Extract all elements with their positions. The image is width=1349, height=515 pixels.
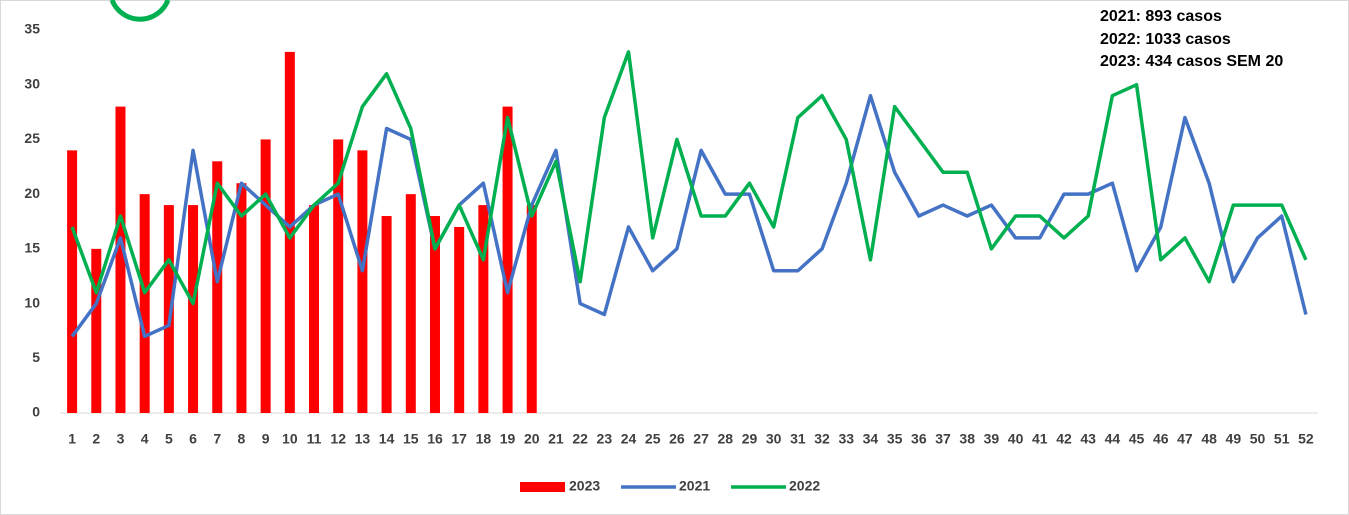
bar xyxy=(405,194,416,413)
x-tick-label: 35 xyxy=(887,431,903,447)
x-tick-label: 3 xyxy=(117,431,125,447)
bar xyxy=(309,205,320,413)
x-tick-label: 24 xyxy=(621,431,637,447)
x-tick-label: 45 xyxy=(1129,431,1145,447)
y-tick-label: 20 xyxy=(24,185,40,201)
decoration xyxy=(109,0,171,22)
x-tick-label: 26 xyxy=(669,431,685,447)
line xyxy=(70,50,1308,306)
x-tick-label: 5 xyxy=(165,431,173,447)
bar xyxy=(526,205,537,413)
x-tick-label: 47 xyxy=(1177,431,1193,447)
x-tick-label: 23 xyxy=(597,431,613,447)
x-tick-label: 29 xyxy=(742,431,758,447)
x-tick-label: 6 xyxy=(189,431,197,447)
x-tick-label: 8 xyxy=(238,431,246,447)
x-tick-label: 17 xyxy=(451,431,467,447)
legend-label: 2021 xyxy=(679,478,710,494)
x-tick-label: 33 xyxy=(838,431,854,447)
annotation: 2022: 1033 casos xyxy=(1100,31,1231,48)
bar xyxy=(188,205,199,413)
x-tick-label: 9 xyxy=(262,431,270,447)
bar xyxy=(429,216,440,413)
bar xyxy=(67,150,78,413)
x-tick-label: 34 xyxy=(863,431,879,447)
x-tick-label: 11 xyxy=(307,431,322,447)
x-tick-label: 32 xyxy=(814,431,830,447)
y-tick-label: 30 xyxy=(24,75,40,91)
x-tick-label: 14 xyxy=(379,431,395,447)
bar xyxy=(502,106,513,413)
x-tick-label: 22 xyxy=(572,431,588,447)
x-tick-label: 52 xyxy=(1298,431,1314,447)
x-tick-label: 48 xyxy=(1201,431,1217,447)
x-tick-label: 42 xyxy=(1056,431,1072,447)
bar xyxy=(91,248,102,413)
x-tick-label: 7 xyxy=(213,431,221,447)
bar xyxy=(236,183,247,413)
x-tick-label: 20 xyxy=(524,431,540,447)
x-tick-label: 25 xyxy=(645,431,661,447)
y-tick-label: 0 xyxy=(32,404,40,420)
bar xyxy=(212,161,223,413)
bar xyxy=(478,205,489,413)
y-tick-label: 35 xyxy=(24,21,40,37)
bar xyxy=(381,216,392,413)
x-tick-label: 41 xyxy=(1032,431,1048,447)
x-tick-label: 12 xyxy=(330,431,346,447)
x-tick-label: 18 xyxy=(476,431,492,447)
bar xyxy=(115,106,126,413)
x-tick-label: 50 xyxy=(1250,431,1266,447)
bar xyxy=(139,194,150,413)
y-tick-label: 15 xyxy=(24,240,40,256)
x-tick-label: 16 xyxy=(427,431,443,447)
annotation: 2023: 434 casos SEM 20 xyxy=(1100,53,1283,70)
x-tick-label: 13 xyxy=(355,431,371,447)
x-tick-label: 1 xyxy=(68,431,76,447)
bar xyxy=(163,205,174,413)
x-tick-label: 10 xyxy=(282,431,298,447)
bar xyxy=(284,51,295,414)
legend-label: 2023 xyxy=(569,478,600,494)
bar xyxy=(357,150,368,413)
x-tick-label: 40 xyxy=(1008,431,1024,447)
x-tick-label: 19 xyxy=(500,431,516,447)
x-tick-label: 43 xyxy=(1080,431,1096,447)
x-tick-label: 30 xyxy=(766,431,782,447)
annotation: 2021: 893 casos xyxy=(1100,8,1222,25)
x-tick-label: 36 xyxy=(911,431,927,447)
x-tick-label: 2 xyxy=(92,431,100,447)
x-tick-label: 21 xyxy=(548,431,564,447)
y-tick-label: 10 xyxy=(24,294,40,310)
x-tick-label: 15 xyxy=(403,431,419,447)
x-tick-label: 49 xyxy=(1226,431,1242,447)
legend-swatch xyxy=(520,482,565,492)
x-tick-label: 27 xyxy=(693,431,709,447)
x-tick-label: 51 xyxy=(1274,431,1290,447)
x-tick-label: 44 xyxy=(1105,431,1121,447)
bar xyxy=(333,139,344,413)
legend-label: 2022 xyxy=(789,478,820,494)
y-tick-label: 5 xyxy=(32,349,40,365)
y-tick-label: 25 xyxy=(24,130,40,146)
x-tick-label: 37 xyxy=(935,431,951,447)
bar xyxy=(454,226,465,413)
x-tick-label: 38 xyxy=(959,431,975,447)
x-tick-label: 31 xyxy=(790,431,806,447)
x-tick-label: 39 xyxy=(984,431,1000,447)
x-tick-label: 28 xyxy=(717,431,733,447)
x-tick-label: 4 xyxy=(141,431,149,447)
bar xyxy=(260,139,271,413)
x-tick-label: 46 xyxy=(1153,431,1169,447)
